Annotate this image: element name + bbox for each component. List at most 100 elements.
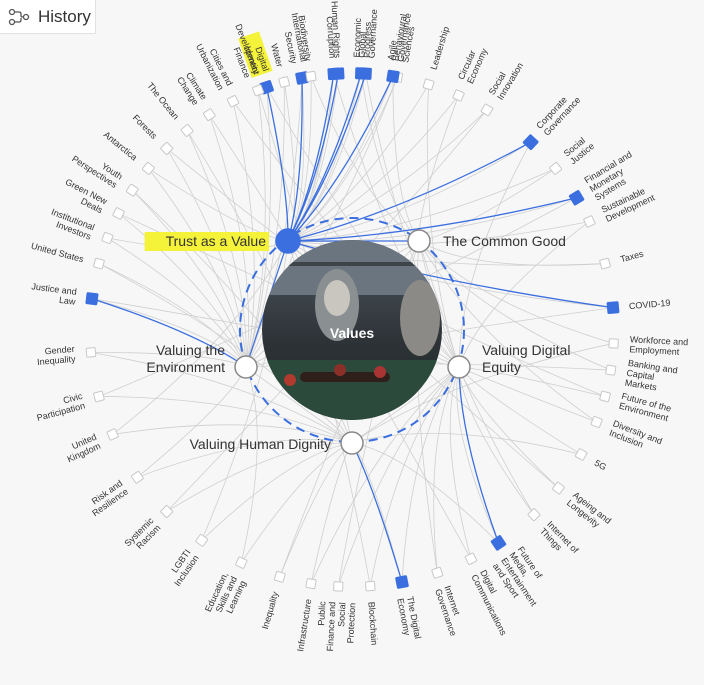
topic-marker[interactable] <box>93 257 105 270</box>
topic-label: Banking andCapitalMarkets <box>624 358 678 395</box>
topic-node[interactable]: Diversity andInclusion <box>590 415 664 455</box>
topic-marker[interactable] <box>195 533 209 547</box>
hub-marker[interactable] <box>447 355 471 379</box>
edge-inactive <box>91 298 247 368</box>
topic-marker[interactable] <box>599 257 611 270</box>
topic-marker[interactable] <box>235 556 248 569</box>
topic-node[interactable]: InternetGovernance <box>431 566 468 637</box>
topic-node[interactable]: The DigitalEconomy <box>395 575 423 642</box>
topic-marker[interactable] <box>480 103 494 117</box>
topic-node[interactable]: Ageing andLongevity <box>552 481 613 534</box>
topic-marker[interactable] <box>112 207 125 220</box>
topic-node[interactable]: COVID-19 <box>606 298 671 314</box>
topic-marker[interactable] <box>552 481 565 495</box>
topic-marker[interactable] <box>141 161 155 175</box>
topic-node[interactable]: Internet ofThings <box>527 508 581 562</box>
topic-marker[interactable] <box>125 183 139 197</box>
topic-marker[interactable] <box>608 338 619 349</box>
topic-node[interactable]: SocialInnovation <box>480 56 525 117</box>
topic-marker[interactable] <box>606 301 620 314</box>
topic-node[interactable]: CivicParticipation <box>33 390 105 423</box>
topic-marker[interactable] <box>85 292 99 306</box>
topic-marker[interactable] <box>160 505 174 519</box>
topic-marker[interactable] <box>333 581 344 592</box>
topic-node[interactable]: United States <box>30 241 105 270</box>
edge-inactive <box>112 240 289 435</box>
topic-marker[interactable] <box>93 390 105 403</box>
topic-node[interactable]: GenderInequality <box>36 344 97 367</box>
topic-marker[interactable] <box>605 364 617 376</box>
hub-marker[interactable] <box>234 355 258 379</box>
topic-node[interactable]: Risk andResilience <box>85 470 144 518</box>
topic-node[interactable]: Inequality <box>260 570 286 630</box>
topic-node[interactable]: CircularEconomy <box>452 42 490 102</box>
topic-node[interactable]: Taxes <box>599 248 645 270</box>
topic-marker[interactable] <box>180 124 194 137</box>
topic-marker[interactable] <box>583 215 596 228</box>
topic-marker[interactable] <box>85 347 97 358</box>
topic-marker[interactable] <box>452 89 465 102</box>
topic-marker[interactable] <box>549 161 563 175</box>
topic-node[interactable]: Blockchain <box>365 580 379 646</box>
center-image[interactable]: Values <box>262 240 442 420</box>
topic-marker[interactable] <box>395 575 409 589</box>
topic-marker[interactable] <box>599 390 611 403</box>
topic-marker[interactable] <box>305 578 317 590</box>
topic-node[interactable]: Human Rights <box>329 1 345 80</box>
topic-node[interactable]: Workforce andEmployment <box>608 334 689 357</box>
hub-marker[interactable] <box>407 229 431 253</box>
topic-marker[interactable] <box>305 70 317 82</box>
topic-marker[interactable] <box>490 535 507 551</box>
topic-node[interactable]: Education,Skills andLearning <box>203 556 248 622</box>
topic-node[interactable]: 5G <box>574 448 608 472</box>
topic-node[interactable]: InstitutionalInvestors <box>46 207 114 245</box>
topic-node[interactable]: LGBTIInclusion <box>164 533 209 588</box>
topic-node[interactable]: SystemicRacism <box>123 505 174 555</box>
topic-marker[interactable] <box>464 552 478 565</box>
topic-node[interactable]: GlobalGovernance <box>357 8 380 80</box>
hub-environment[interactable]: Valuing the Environment <box>146 342 258 379</box>
topic-marker[interactable] <box>359 67 372 80</box>
topic-label: CircularEconomy <box>456 42 490 85</box>
topic-node[interactable]: Justice andLaw <box>30 281 99 307</box>
topic-marker[interactable] <box>590 415 603 429</box>
topic-marker[interactable] <box>332 67 345 80</box>
topic-node[interactable]: Banking andCapitalMarkets <box>605 358 679 395</box>
history-button[interactable]: History <box>0 0 96 34</box>
hub-marker[interactable] <box>275 228 301 254</box>
topic-marker[interactable] <box>131 470 144 484</box>
topic-node[interactable]: Leadership <box>422 25 451 91</box>
topic-node[interactable]: Future ofMedia,Entertainmentand Sport <box>490 535 556 614</box>
hub-trust[interactable]: Trust as a Value <box>144 228 301 254</box>
topic-marker[interactable] <box>431 566 444 579</box>
topic-marker[interactable] <box>106 428 119 441</box>
topic-node[interactable]: UnitedKingdom <box>62 428 119 464</box>
topic-label: SystemicRacism <box>123 515 163 555</box>
topic-marker[interactable] <box>202 108 216 122</box>
topic-node[interactable]: Future of theEnvironment <box>599 390 673 424</box>
topic-marker[interactable] <box>522 134 539 151</box>
hub-common[interactable]: The Common Good <box>407 229 566 253</box>
topic-marker[interactable] <box>574 448 588 461</box>
topic-marker[interactable] <box>101 231 114 245</box>
topic-node[interactable]: ClimateChange <box>175 70 216 122</box>
topic-node[interactable]: Infrastructure <box>295 578 317 652</box>
topic-marker[interactable] <box>226 95 240 108</box>
edge-inactive <box>90 351 353 444</box>
topic-marker[interactable] <box>386 69 400 84</box>
topic-node[interactable]: SocialJustice <box>549 133 596 175</box>
topic-marker[interactable] <box>568 190 585 206</box>
topic-marker[interactable] <box>252 84 265 97</box>
topic-marker[interactable] <box>527 508 541 522</box>
edge-inactive <box>287 109 488 242</box>
topic-marker[interactable] <box>365 580 376 592</box>
topic-node[interactable]: Forests <box>131 113 174 155</box>
topic-node[interactable]: PublicFinance andSocialProtection <box>315 581 358 653</box>
hub-digital[interactable]: Valuing Digital Equity <box>447 342 570 379</box>
topic-marker[interactable] <box>278 76 290 88</box>
topic-marker[interactable] <box>160 141 174 155</box>
topic-marker[interactable] <box>422 78 435 91</box>
topic-marker[interactable] <box>273 570 286 583</box>
hub-dignity[interactable]: Valuing Human Dignity <box>190 431 364 455</box>
hub-marker[interactable] <box>340 431 364 455</box>
